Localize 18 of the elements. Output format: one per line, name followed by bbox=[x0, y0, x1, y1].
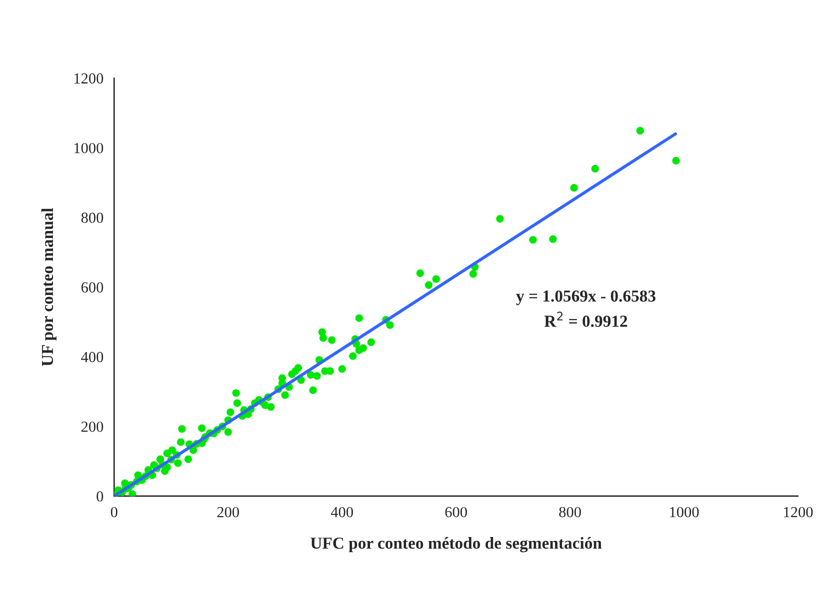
y-tick-label: 800 bbox=[81, 212, 104, 223]
x-tick-label: 1000 bbox=[670, 506, 699, 518]
y-tick-label: 0 bbox=[96, 491, 104, 502]
y-tick-label: 1200 bbox=[74, 73, 104, 84]
x-tick-label: 200 bbox=[217, 506, 239, 518]
x-tick-label: 800 bbox=[559, 506, 581, 518]
y-tick-label: 200 bbox=[81, 422, 104, 432]
annotation: y = 1.0569x - 0.6583 bbox=[516, 290, 656, 306]
x-tick-label: 600 bbox=[445, 506, 467, 518]
y-tick-label: 400 bbox=[81, 352, 104, 362]
x-axis-title: UFC por conteo método de segmentación bbox=[310, 537, 602, 552]
x-tick-label: 1200 bbox=[784, 506, 813, 518]
y-axis-title: UF por conteo manual bbox=[41, 208, 56, 366]
x-tick-label: 0 bbox=[110, 506, 118, 518]
x-tick-label: 400 bbox=[330, 506, 353, 518]
y-tick-label: 600 bbox=[81, 282, 104, 293]
y-tick-label: 1000 bbox=[74, 142, 104, 154]
annotation: R$^{2}$ = 0.9912 bbox=[544, 312, 628, 327]
